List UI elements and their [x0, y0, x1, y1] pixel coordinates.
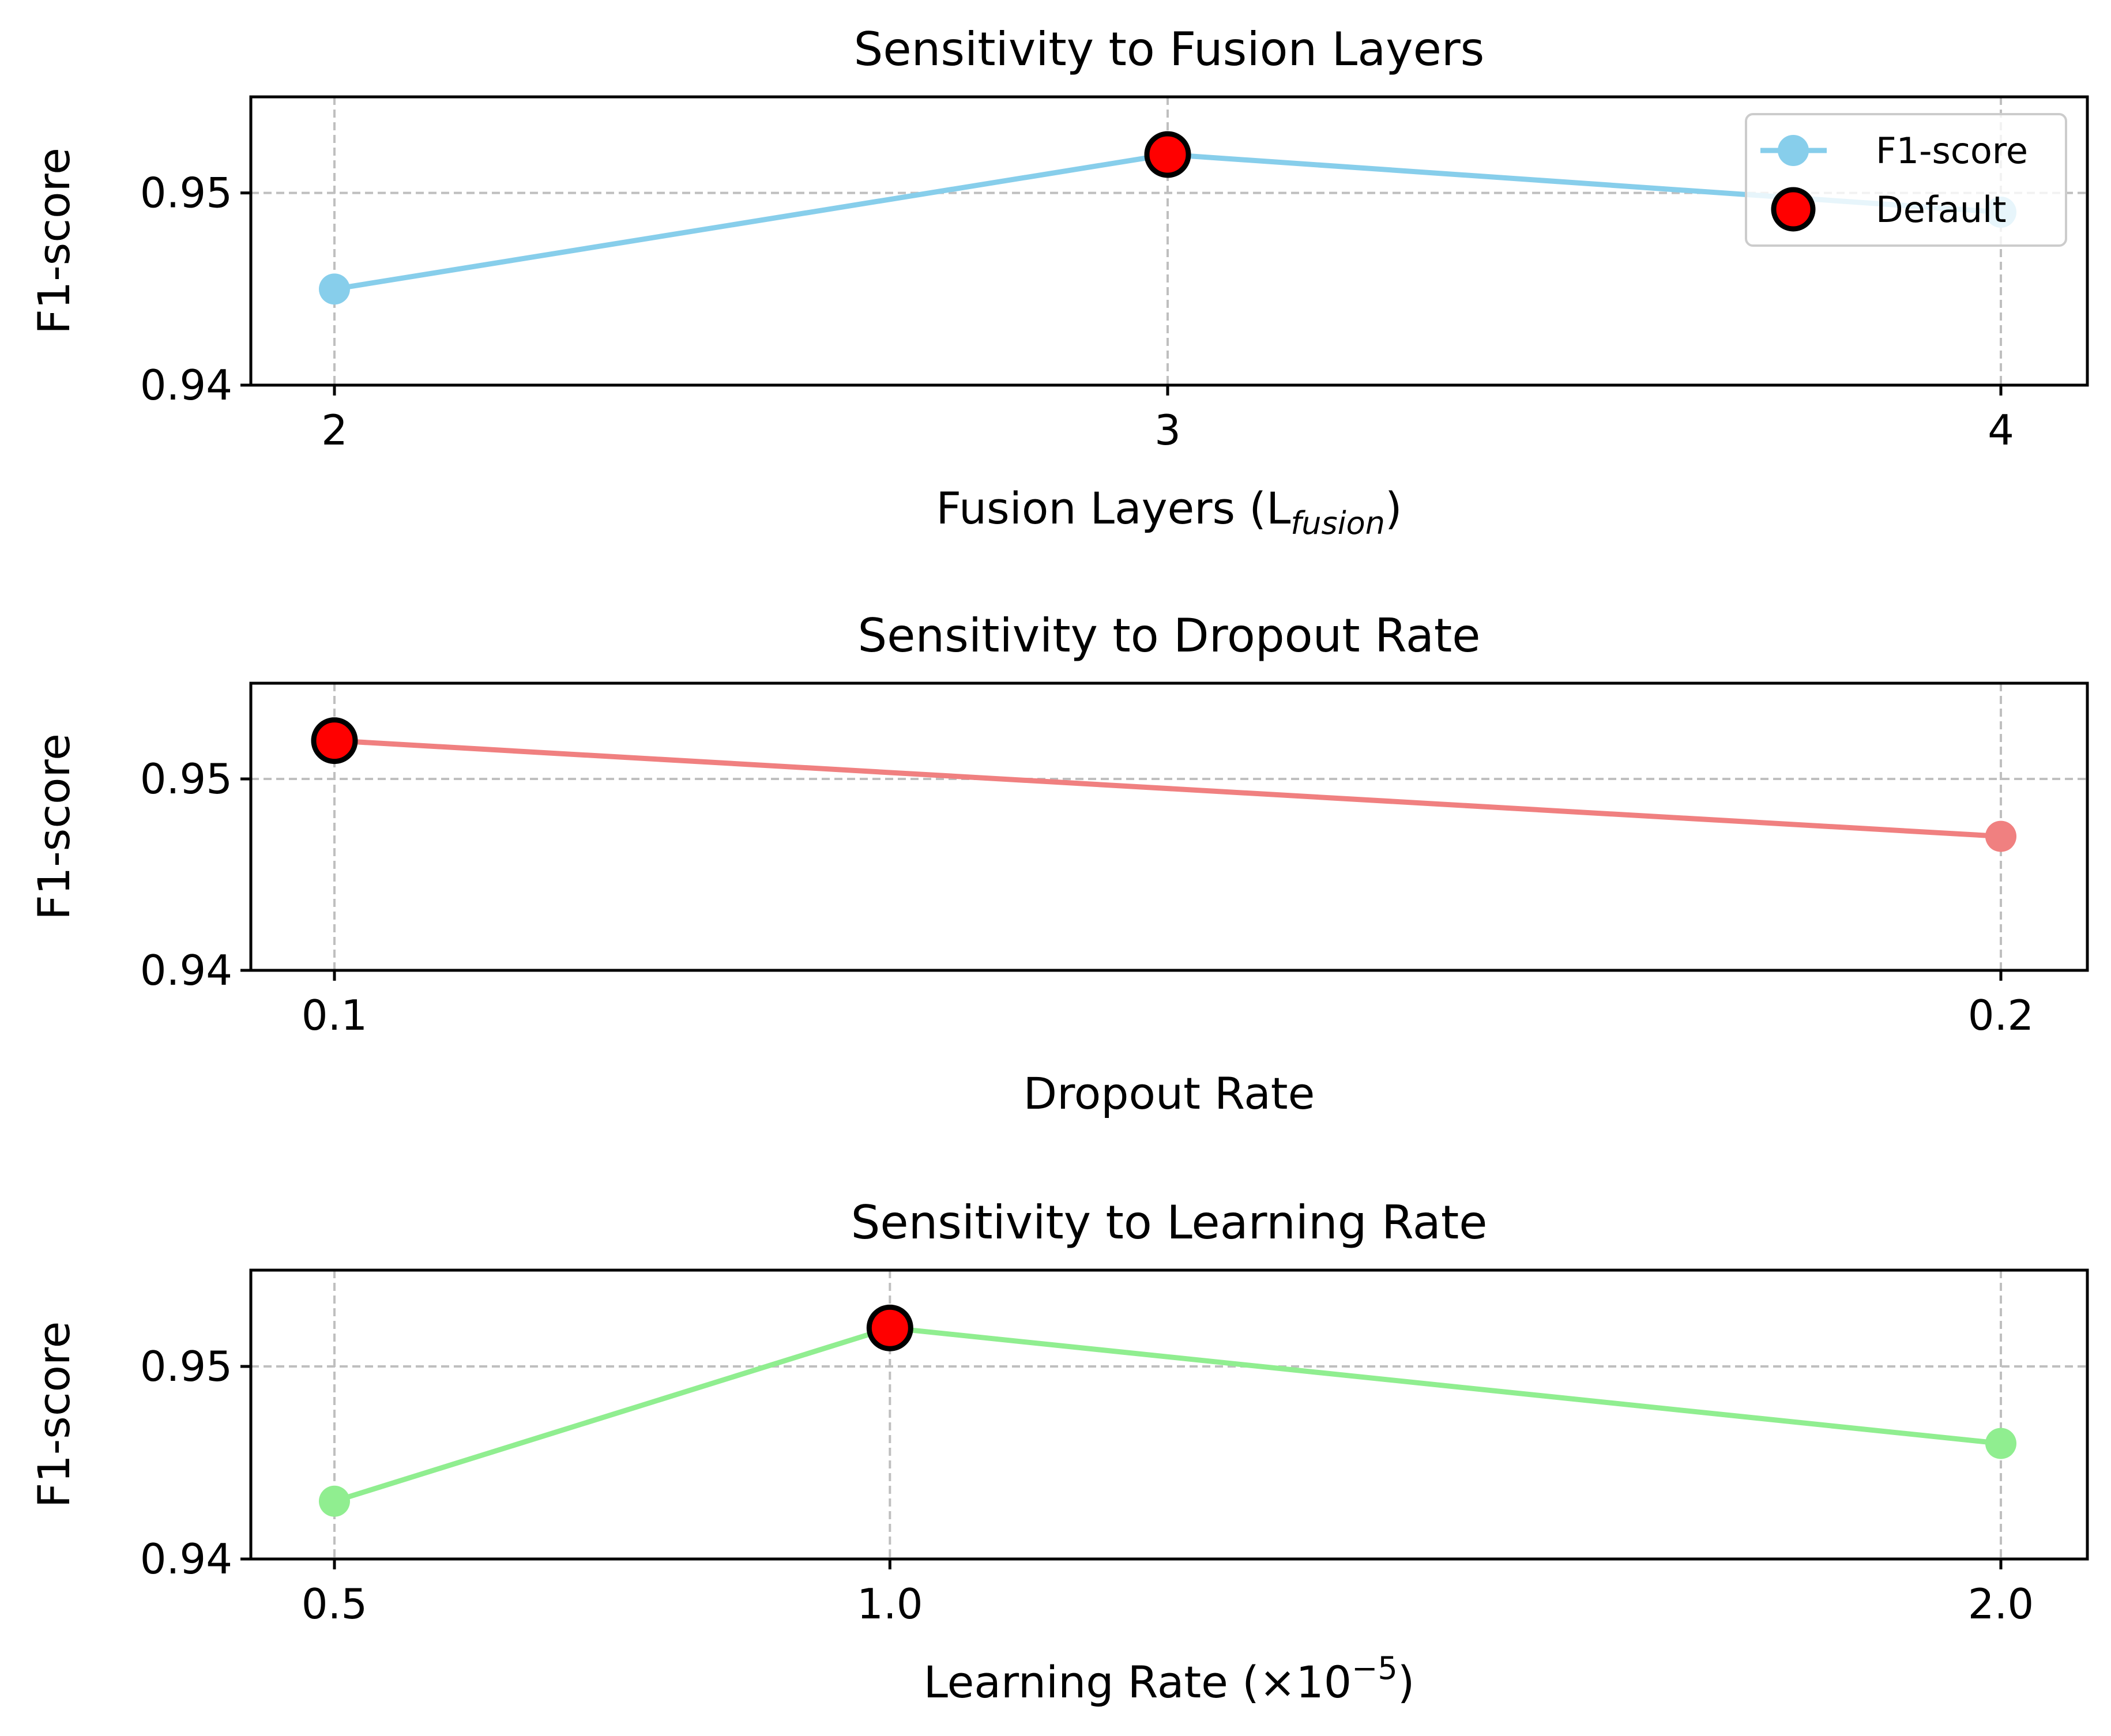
x-axis-label-superscript: −5 [1352, 1650, 1398, 1686]
data-point [319, 1485, 350, 1517]
default-marker [311, 717, 358, 765]
axes-frame [249, 681, 2089, 972]
y-axis-label: F1-score [28, 148, 80, 334]
default-marker [866, 1304, 913, 1351]
chart-title: Sensitivity to Dropout Rate [858, 609, 1481, 662]
x-tick-label: 2 [321, 406, 348, 454]
chart-title: Sensitivity to Learning Rate [851, 1196, 1488, 1249]
y-tick-label: 0.95 [140, 1342, 232, 1391]
chart-panel-1: 2 3 4 0.94 0.95 Sensitivity to Fusion Layers F… [28, 22, 2089, 541]
chart-panel-3: 0.5 1.0 2.0 0.94 0.95 Sensitivity to Learning… [28, 1196, 2089, 1708]
x-tick-label: 2.0 [1968, 1580, 2034, 1628]
x-tick-label: 4 [1988, 406, 2014, 454]
x-axis-label-end: ) [1385, 483, 1402, 534]
y-axis-label: F1-score [28, 733, 80, 920]
x-axis-label: Learning Rate (×10−5) [924, 1650, 1415, 1708]
chart-panel-2: 0.1 0.2 0.94 0.95 Sensitivity to Dropout Rat… [28, 609, 2089, 1119]
y-tick-label: 0.94 [140, 361, 232, 409]
series-line [333, 1325, 2001, 1504]
data-point [1985, 820, 2016, 852]
x-tick-label: 1.0 [857, 1580, 923, 1628]
x-axis-label-main: Dropout Rate [1023, 1068, 1315, 1119]
y-tick-label: 0.95 [140, 755, 232, 803]
y-tick-label: 0.94 [140, 1535, 232, 1583]
x-axis-label-main: Fusion Layers (L [936, 483, 1290, 534]
x-axis-label-main: Learning Rate (×10 [924, 1656, 1352, 1708]
x-axis-label: Fusion Layers (Lfusion) [936, 483, 1402, 541]
y-tick-label: 0.94 [140, 946, 232, 995]
y-tick-label: 0.95 [140, 169, 232, 217]
legend-label-f1: F1-score [1876, 130, 2028, 172]
data-point [1985, 1428, 2016, 1459]
legend-default-swatch [1771, 187, 1816, 232]
legend-point-swatch [1778, 135, 1809, 166]
default-marker [1144, 131, 1191, 178]
legend: F1-score Default [1745, 113, 2067, 247]
series-line [334, 738, 2001, 839]
x-tick-label: 0.1 [302, 991, 368, 1040]
x-tick-label: 0.5 [302, 1580, 368, 1628]
chart-title: Sensitivity to Fusion Layers [854, 22, 1485, 76]
y-axis-label: F1-score [28, 1321, 80, 1508]
x-axis-label-subscript: fusion [1290, 505, 1385, 541]
x-axis-label-end: ) [1398, 1656, 1415, 1708]
x-axis-label: Dropout Rate [1023, 1068, 1315, 1119]
legend-box [1745, 113, 2067, 247]
data-point [319, 273, 350, 305]
axes-frame [249, 1268, 2089, 1561]
legend-label-default: Default [1876, 189, 2007, 231]
x-tick-label: 3 [1154, 406, 1181, 454]
x-tick-label: 0.2 [1968, 991, 2034, 1040]
